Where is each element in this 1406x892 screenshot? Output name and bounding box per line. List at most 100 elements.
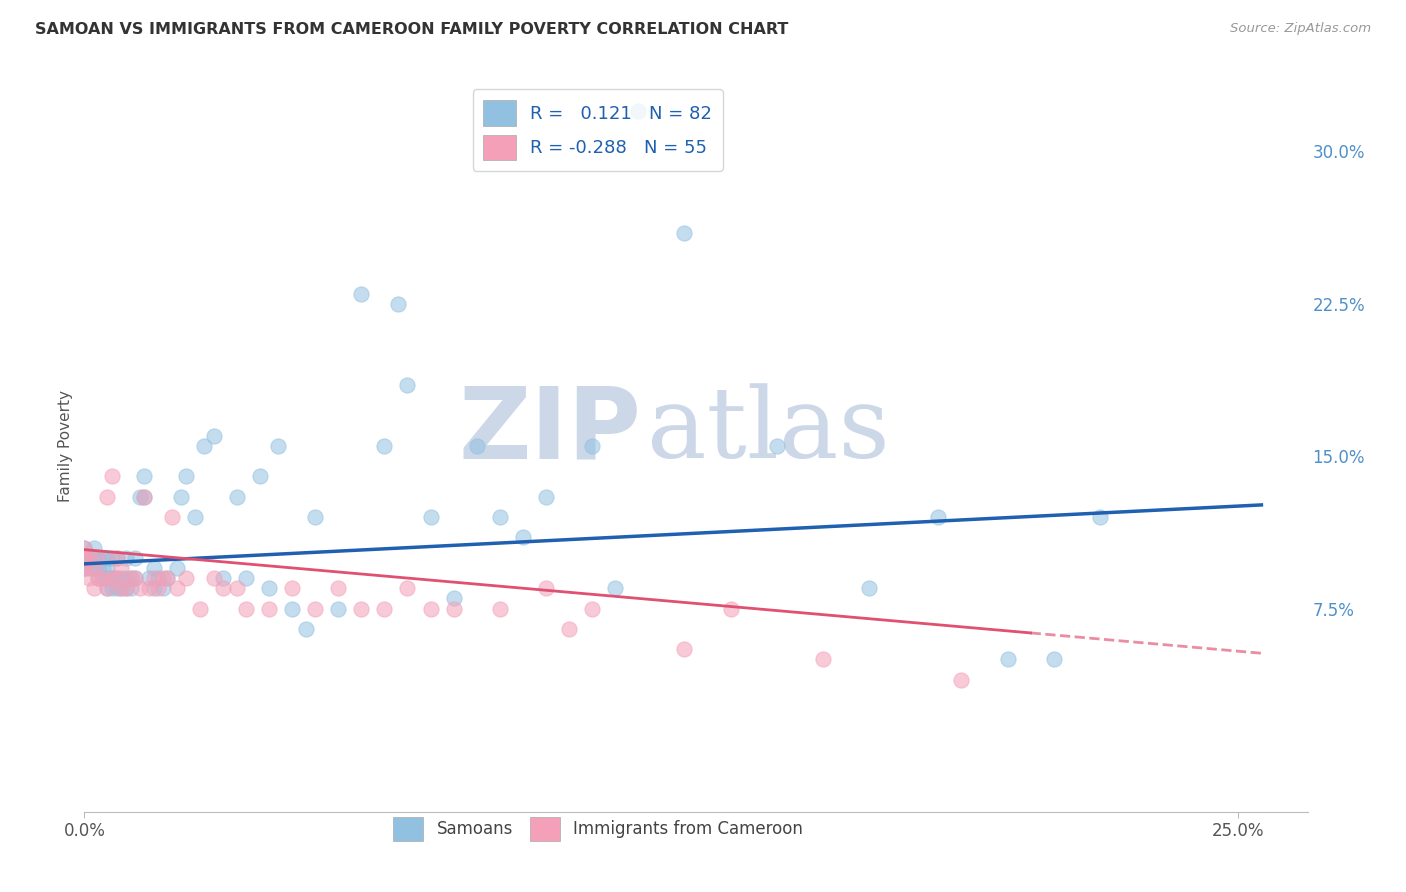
Point xyxy=(488,510,510,524)
Point xyxy=(134,469,156,483)
Point xyxy=(128,581,150,595)
Point xyxy=(148,571,170,585)
Point xyxy=(83,581,105,595)
Point xyxy=(558,622,581,636)
Point xyxy=(73,550,96,565)
Point xyxy=(96,561,118,575)
Point xyxy=(110,581,132,595)
Point xyxy=(73,561,96,575)
Point xyxy=(101,469,124,483)
Point xyxy=(534,581,557,595)
Point xyxy=(96,581,118,595)
Point xyxy=(281,581,304,595)
Y-axis label: Family Poverty: Family Poverty xyxy=(58,390,73,502)
Point xyxy=(73,550,96,565)
Point xyxy=(73,550,96,565)
Point xyxy=(77,550,100,565)
Point xyxy=(673,226,696,240)
Point xyxy=(101,571,124,585)
Point xyxy=(73,561,96,575)
Point xyxy=(211,581,233,595)
Point xyxy=(101,550,124,565)
Point xyxy=(115,581,138,595)
Point xyxy=(101,581,124,595)
Point xyxy=(73,541,96,555)
Point xyxy=(105,550,128,565)
Point xyxy=(170,490,193,504)
Point xyxy=(87,550,110,565)
Point xyxy=(77,571,100,585)
Point xyxy=(166,561,188,575)
Point xyxy=(765,439,787,453)
Point xyxy=(124,571,146,585)
Point xyxy=(87,571,110,585)
Point xyxy=(73,541,96,555)
Point xyxy=(281,601,304,615)
Point xyxy=(83,561,105,575)
Point xyxy=(396,378,419,392)
Point xyxy=(105,571,128,585)
Point xyxy=(128,490,150,504)
Point xyxy=(120,571,142,585)
Text: ZIP: ZIP xyxy=(458,383,641,480)
Point xyxy=(488,601,510,615)
Point xyxy=(858,581,880,595)
Point xyxy=(87,571,110,585)
Point xyxy=(77,550,100,565)
Point xyxy=(627,103,650,118)
Point xyxy=(77,550,100,565)
Point xyxy=(534,490,557,504)
Point xyxy=(373,439,395,453)
Point xyxy=(257,581,280,595)
Point xyxy=(96,571,118,585)
Point xyxy=(673,642,696,657)
Point xyxy=(328,581,350,595)
Point xyxy=(419,510,441,524)
Point xyxy=(225,490,247,504)
Point xyxy=(105,581,128,595)
Point xyxy=(950,673,973,687)
Point xyxy=(581,439,603,453)
Text: SAMOAN VS IMMIGRANTS FROM CAMEROON FAMILY POVERTY CORRELATION CHART: SAMOAN VS IMMIGRANTS FROM CAMEROON FAMIL… xyxy=(35,22,789,37)
Point xyxy=(73,561,96,575)
Point xyxy=(91,571,114,585)
Point xyxy=(87,550,110,565)
Point xyxy=(83,541,105,555)
Point xyxy=(124,571,146,585)
Point xyxy=(605,581,627,595)
Point xyxy=(581,601,603,615)
Point xyxy=(138,581,160,595)
Point xyxy=(124,550,146,565)
Point xyxy=(142,571,165,585)
Point xyxy=(257,601,280,615)
Point xyxy=(105,571,128,585)
Point xyxy=(512,530,534,544)
Point xyxy=(193,439,215,453)
Point xyxy=(115,571,138,585)
Point xyxy=(249,469,271,483)
Point xyxy=(134,490,156,504)
Point xyxy=(73,550,96,565)
Point xyxy=(235,601,257,615)
Point xyxy=(120,581,142,595)
Point xyxy=(77,561,100,575)
Point xyxy=(142,581,165,595)
Point xyxy=(91,571,114,585)
Point xyxy=(96,581,118,595)
Point xyxy=(87,561,110,575)
Text: atlas: atlas xyxy=(647,384,890,479)
Point xyxy=(120,571,142,585)
Point xyxy=(350,601,373,615)
Point xyxy=(811,652,834,666)
Point xyxy=(96,550,118,565)
Point xyxy=(138,571,160,585)
Point xyxy=(328,601,350,615)
Point xyxy=(720,601,742,615)
Text: Source: ZipAtlas.com: Source: ZipAtlas.com xyxy=(1230,22,1371,36)
Point xyxy=(267,439,290,453)
Point xyxy=(110,561,132,575)
Point xyxy=(295,622,318,636)
Point xyxy=(304,601,326,615)
Point xyxy=(115,581,138,595)
Point xyxy=(304,510,326,524)
